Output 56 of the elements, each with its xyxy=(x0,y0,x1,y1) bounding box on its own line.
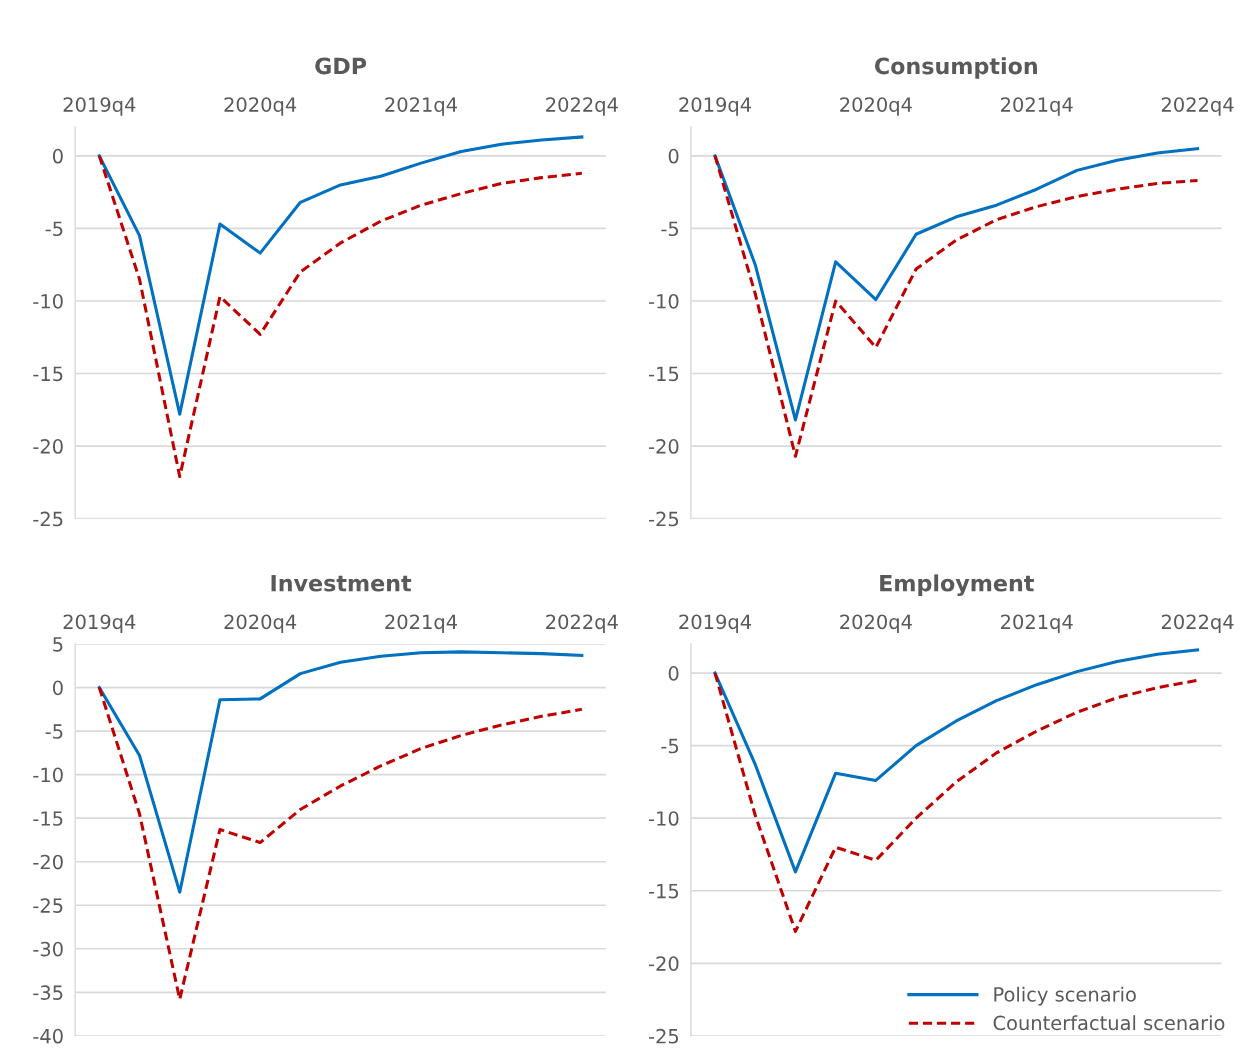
y-tick-label: -40 xyxy=(33,1028,63,1044)
x-tick-label: 2021q4 xyxy=(1001,614,1073,633)
y-tick-label: -20 xyxy=(648,439,679,454)
x-tick-label: 2021q4 xyxy=(385,97,457,116)
chart-title: Employment xyxy=(880,574,1034,597)
y-tick-label: -25 xyxy=(648,1028,679,1044)
legend-label: Policy scenario xyxy=(994,986,1136,1006)
x-tick-label: 2020q4 xyxy=(840,614,912,633)
y-tick-label: 0 xyxy=(52,148,63,164)
x-tick-label: 2019q4 xyxy=(63,97,136,116)
y-tick-label: 5 xyxy=(53,637,63,652)
y-tick-label: 0 xyxy=(668,148,679,164)
x-tick-label: 2019q4 xyxy=(679,614,752,633)
x-tick-label: 2022q4 xyxy=(1161,97,1234,116)
x-tick-label: 2020q4 xyxy=(840,97,912,116)
line-series xyxy=(97,650,584,894)
y-tick-label: -5 xyxy=(45,221,63,237)
y-tick-label: -10 xyxy=(648,811,679,826)
x-tick-label: 2020q4 xyxy=(224,614,297,633)
y-tick-label: 0 xyxy=(668,666,679,681)
y-tick-label: -35 xyxy=(33,985,63,1000)
chart-title: Investment xyxy=(271,575,412,592)
y-tick-label: -15 xyxy=(648,366,679,382)
y-tick-label: -20 xyxy=(33,854,63,870)
y-tick-label: 0 xyxy=(52,680,63,696)
y-tick-label: -25 xyxy=(33,511,63,527)
y-tick-label: -15 xyxy=(648,883,679,899)
chart-title: Consumption xyxy=(874,57,1037,79)
y-tick-label: -25 xyxy=(33,898,63,913)
line-series xyxy=(713,671,1200,933)
y-tick-label: -10 xyxy=(33,293,63,309)
y-tick-label: -5 xyxy=(661,221,679,237)
x-tick-label: 2019q4 xyxy=(63,614,136,633)
y-tick-label: -20 xyxy=(33,439,63,454)
x-tick-label: 2020q4 xyxy=(224,97,297,116)
line-series xyxy=(97,686,584,1001)
y-tick-label: -30 xyxy=(33,941,63,957)
y-tick-label: -5 xyxy=(661,738,679,754)
x-tick-label: 2019q4 xyxy=(679,97,752,116)
y-tick-label: -15 xyxy=(33,366,63,382)
x-tick-label: 2022q4 xyxy=(1161,614,1234,633)
chart-title: GDP xyxy=(315,57,367,75)
y-tick-label: -15 xyxy=(33,811,63,826)
y-tick-label: -20 xyxy=(648,956,679,971)
x-tick-label: 2022q4 xyxy=(546,614,618,633)
y-tick-label: -10 xyxy=(33,767,63,783)
x-tick-label: 2021q4 xyxy=(385,614,457,633)
y-tick-label: -25 xyxy=(648,511,679,527)
line-series xyxy=(97,135,584,416)
y-tick-label: -5 xyxy=(45,724,63,739)
legend-label: Counterfactual scenario xyxy=(993,1015,1225,1031)
x-tick-label: 2022q4 xyxy=(546,97,618,116)
line-series xyxy=(713,648,1200,874)
y-tick-label: -10 xyxy=(648,293,679,309)
line-series xyxy=(97,154,584,479)
x-tick-label: 2021q4 xyxy=(1001,97,1073,116)
